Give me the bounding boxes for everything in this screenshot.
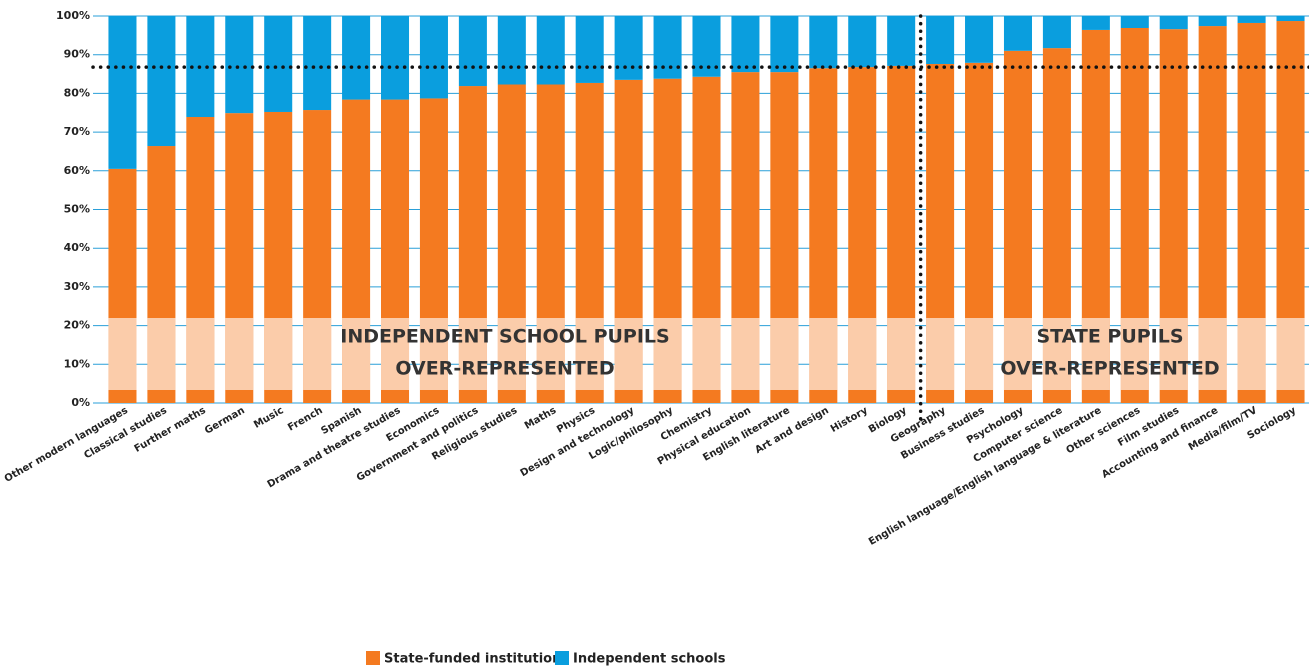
x-tick-label: Further maths (133, 405, 208, 455)
y-tick-label: 60% (64, 164, 90, 177)
highlight-band (108, 318, 137, 390)
legend-label: State-funded institutions (384, 652, 569, 667)
bar-segment (264, 16, 293, 112)
annotation: OVER-REPRESENTED (395, 358, 614, 380)
x-tick-label: German (203, 405, 247, 437)
bar-segment (770, 16, 799, 73)
highlight-band (1276, 318, 1305, 390)
highlight-band (965, 318, 994, 390)
y-tick-label: 70% (64, 125, 90, 138)
highlight-band (419, 318, 448, 390)
bar-segment (731, 16, 760, 73)
highlight-band (458, 318, 487, 390)
bar-segment (108, 16, 137, 169)
highlight-band (147, 318, 176, 390)
y-tick-label: 100% (56, 9, 90, 22)
highlight-band (887, 318, 916, 390)
legend-label: Independent schools (573, 652, 726, 667)
bar-segment (848, 16, 877, 68)
highlight-band (809, 318, 838, 390)
highlight-band (497, 318, 526, 390)
bar-segment (887, 16, 916, 66)
highlight-band (342, 318, 371, 390)
highlight-band (575, 318, 604, 390)
bar-segment (1276, 16, 1305, 22)
bar-segment (458, 16, 487, 87)
y-tick-label: 30% (64, 280, 90, 293)
bar-segment (575, 16, 604, 83)
bar-segment (965, 16, 994, 63)
x-tick-label: French (286, 405, 324, 434)
legend-swatch (555, 651, 569, 665)
bar-segment (1198, 16, 1227, 27)
highlight-band (653, 318, 682, 390)
highlight-band (1081, 318, 1110, 390)
annotation: INDEPENDENT SCHOOL PUPILS (340, 326, 669, 348)
highlight-band (731, 318, 760, 390)
highlight-band (264, 318, 293, 390)
bar-segment (419, 16, 448, 99)
y-tick-label: 80% (64, 86, 90, 99)
highlight-band (1042, 318, 1071, 390)
highlight-band (614, 318, 643, 390)
x-tick-label: Maths (523, 405, 558, 432)
y-tick-label: 40% (64, 241, 90, 254)
y-tick-label: 20% (64, 319, 90, 332)
bar-segment (1159, 16, 1188, 30)
legend-swatch (366, 651, 380, 665)
bar-segment (380, 16, 410, 100)
bar-segment (1042, 16, 1071, 49)
bar-segment (1081, 16, 1110, 30)
annotation: STATE PUPILS (1036, 326, 1183, 348)
highlight-band (770, 318, 799, 390)
bar-segment (1003, 16, 1033, 51)
bar-segment (809, 16, 838, 69)
highlight-band (186, 318, 215, 390)
y-tick-label: 90% (64, 48, 90, 61)
bar-segment (342, 16, 371, 100)
x-tick-label: History (829, 405, 870, 435)
highlight-band (692, 318, 721, 390)
highlight-band (1003, 318, 1033, 390)
highlight-band (1159, 318, 1188, 390)
highlight-band (536, 318, 565, 390)
bar-segment (653, 16, 682, 79)
highlight-band (926, 318, 955, 390)
y-tick-label: 0% (71, 396, 90, 409)
bar-segment (497, 16, 526, 85)
x-tick-label: Music (252, 405, 286, 431)
highlight-band (1198, 318, 1227, 390)
highlight-band (1237, 318, 1266, 390)
highlight-band (380, 318, 410, 390)
x-tick-label: Media/film/TV (1187, 405, 1260, 453)
bar-segment (225, 16, 254, 114)
bar-segment (926, 16, 955, 64)
y-tick-label: 50% (64, 203, 90, 216)
bar-segment (1237, 16, 1266, 23)
bar-segment (536, 16, 565, 85)
highlight-band (303, 318, 332, 390)
bar-segment (303, 16, 332, 111)
bar-segment (1120, 16, 1149, 28)
highlight-band (1120, 318, 1149, 390)
highlight-band (848, 318, 877, 390)
y-tick-label: 10% (64, 357, 90, 370)
highlight-band (225, 318, 254, 390)
bar-segment (614, 16, 643, 80)
bar-segment (147, 16, 176, 147)
annotation: OVER-REPRESENTED (1000, 358, 1219, 380)
x-tick-label: Art and design (753, 405, 830, 456)
